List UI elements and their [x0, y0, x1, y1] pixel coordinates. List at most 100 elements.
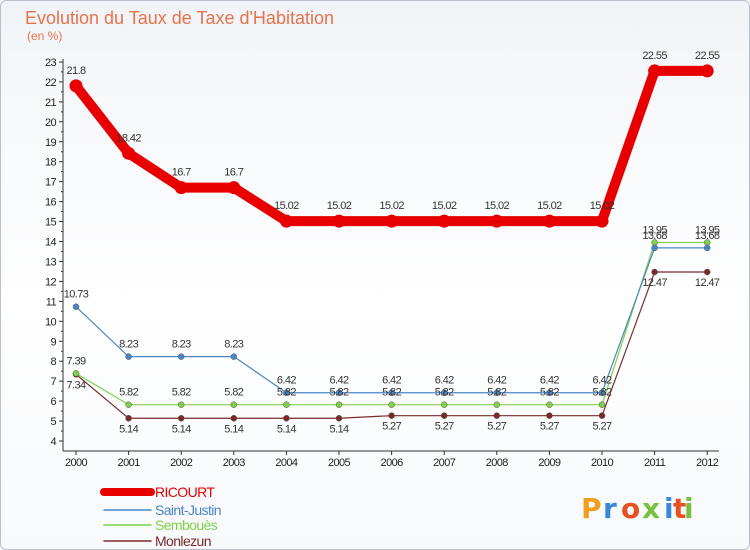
data-point — [72, 303, 80, 310]
series-group — [69, 64, 714, 422]
y-tick-label: 17 — [45, 177, 57, 189]
data-point — [703, 244, 711, 252]
y-tick-label: 6 — [50, 396, 56, 408]
y-tick-label: 15 — [45, 217, 57, 229]
series-sembou-s — [72, 239, 711, 408]
data-point — [440, 412, 448, 419]
data-point — [546, 389, 553, 396]
y-tick-label: 13 — [45, 256, 57, 268]
y-tick-label: 20 — [45, 117, 57, 129]
legend-label: Monlezun — [155, 533, 211, 549]
data-point — [125, 415, 132, 422]
x-tick-label: 2012 — [696, 457, 719, 469]
data-point — [332, 214, 346, 228]
legend-label: Saint-Justin — [155, 502, 221, 518]
x-tick-label: 2005 — [328, 457, 351, 469]
data-point — [279, 214, 293, 228]
y-tick-label: 14 — [45, 237, 57, 249]
logo-letter: o — [621, 492, 640, 525]
x-tick-label: 2001 — [118, 457, 141, 469]
data-label: 5.82 — [224, 387, 243, 399]
y-tick-label: 12 — [45, 276, 57, 288]
data-label: 22.55 — [695, 50, 720, 62]
data-point — [493, 389, 501, 396]
axes: 4 5 6 7 8 9 10 11 12 13 14 15 16 17 18 19 20 21 22 23 2000 20… — [45, 57, 719, 469]
data-point — [493, 401, 501, 408]
data-label: 5.27 — [592, 421, 611, 433]
data-label: 7.34 — [66, 379, 85, 391]
data-labels: 21.8 18.42 16.7 16.7 15.02 15.02 15.02 15.02 15.… — [64, 50, 721, 435]
y-tick-label: 22 — [45, 77, 57, 89]
legend-item: Sembouès — [103, 517, 218, 533]
logo-letter: i — [664, 492, 674, 525]
data-label: 13.95 — [642, 224, 667, 236]
data-point — [122, 146, 136, 160]
data-label: 15.02 — [485, 200, 510, 212]
data-label: 5.82 — [329, 387, 348, 399]
series-ricourt — [69, 64, 714, 228]
y-tick-label: 16 — [45, 197, 57, 209]
data-point — [283, 401, 290, 408]
data-label: 10.73 — [64, 289, 89, 301]
data-label: 5.27 — [382, 421, 401, 433]
data-point — [69, 79, 83, 93]
x-tick-label: 2002 — [170, 457, 193, 469]
legend-item: Saint-Justin — [103, 502, 222, 518]
series-line — [71, 65, 713, 227]
logo-letter: P — [581, 492, 602, 525]
data-label: 8.23 — [119, 339, 138, 351]
data-label: 15.02 — [379, 200, 404, 212]
data-point — [335, 389, 343, 396]
x-tick-label: 2004 — [275, 457, 298, 469]
data-label: 13.95 — [695, 224, 720, 236]
data-point — [335, 401, 343, 408]
data-label: 16.7 — [224, 167, 243, 179]
x-tick-label: 2008 — [486, 457, 509, 469]
x-tick-label: 2000 — [65, 457, 88, 469]
legend-label: RICOURT — [155, 484, 215, 500]
data-label: 5.82 — [172, 387, 191, 399]
logo-letter: x — [642, 492, 660, 525]
data-label: 5.82 — [592, 387, 611, 399]
data-label: 22.55 — [642, 50, 667, 62]
data-point — [283, 415, 290, 422]
y-tick-label: 4 — [50, 436, 56, 448]
data-label: 13.68 — [642, 230, 667, 242]
data-point — [598, 412, 606, 419]
data-label: 6.42 — [277, 375, 296, 387]
legend-item: Monlezun — [103, 533, 212, 549]
data-label: 5.14 — [329, 423, 348, 435]
data-point — [335, 415, 343, 422]
data-label: 6.42 — [435, 375, 454, 387]
data-label: 15.02 — [590, 200, 615, 212]
data-point — [598, 389, 606, 396]
chart-subtitle: (en %) — [27, 29, 62, 43]
data-point — [72, 370, 80, 377]
data-label: 21.8 — [66, 65, 85, 77]
y-tick-label: 21 — [45, 97, 57, 109]
chart-title: Evolution du Taux de Taxe d'Habitation — [25, 8, 334, 28]
data-point — [440, 389, 448, 396]
data-point — [703, 268, 711, 276]
logo-letter: i — [684, 492, 694, 525]
data-point — [227, 181, 241, 195]
data-point — [230, 401, 238, 408]
data-label: 5.82 — [119, 387, 138, 399]
data-label: 15.02 — [537, 200, 562, 212]
data-label: 12.47 — [642, 277, 667, 289]
data-label: 8.23 — [224, 339, 243, 351]
data-point — [174, 181, 188, 195]
data-label: 16.7 — [172, 167, 191, 179]
data-label: 5.82 — [540, 387, 559, 399]
data-point — [595, 214, 609, 228]
data-label: 6.42 — [487, 375, 506, 387]
data-point — [230, 353, 238, 360]
data-point — [283, 389, 290, 396]
data-point — [388, 401, 395, 408]
x-tick-label: 2011 — [644, 457, 666, 469]
x-tick-label: 2007 — [433, 457, 456, 469]
data-point — [490, 214, 504, 228]
data-point — [388, 412, 395, 419]
